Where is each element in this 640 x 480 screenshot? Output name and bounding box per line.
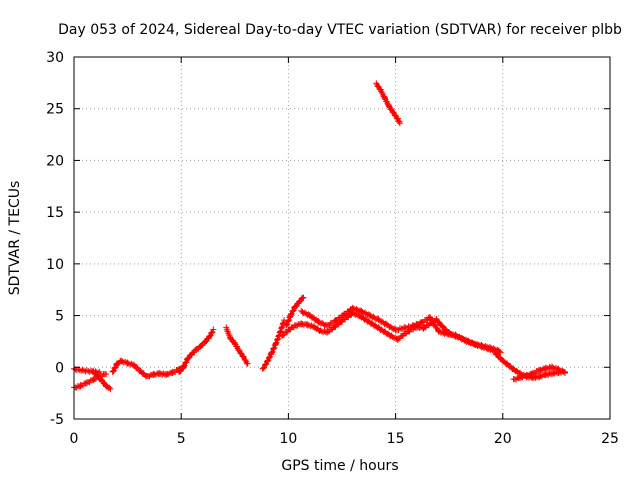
data-point [210,326,217,333]
data-point [182,360,189,367]
data-point [556,366,563,373]
data-point [389,333,396,340]
data-point [270,346,277,353]
data-point [266,354,273,361]
data-point [560,368,567,375]
series-arc-9 [298,304,502,354]
data-point [286,314,293,321]
data-point [271,344,278,351]
y-tick-label: 10 [46,257,64,273]
data-point [558,368,565,375]
x-tick-label: 10 [279,431,297,447]
data-point [545,365,552,372]
data-point [289,307,296,314]
data-point [112,364,119,371]
data-point [180,363,187,370]
axis-ticks: 0 5 10 15 20 25 -5 0 5 10 15 20 25 30 [46,50,619,447]
y-tick-label: 30 [46,50,64,66]
data-point [111,365,118,372]
data-point [180,363,187,370]
data-point [268,350,275,357]
y-tick-label: 15 [46,205,64,221]
series-arc-4 [176,326,217,375]
x-tick-label: 0 [70,431,79,447]
data-point [391,325,398,332]
data-points [71,80,568,393]
data-point [208,329,215,336]
x-axis-label: GPS time / hours [281,458,398,474]
data-point [244,360,251,367]
series-arc-12 [373,80,403,127]
series-arc-6 [259,317,288,372]
data-point [288,311,295,318]
data-point [283,322,290,329]
y-tick-label: -5 [50,412,64,428]
data-point [264,357,271,364]
series-arc-3 [109,357,187,380]
data-point [206,333,213,340]
data-point [268,349,275,356]
data-point [182,359,189,366]
data-point [287,311,294,318]
series-arc-2 [90,367,114,393]
data-point [284,318,291,325]
data-point [265,354,272,361]
data-point [106,384,113,391]
x-tick-label: 5 [177,431,186,447]
series-arc-5 [223,324,251,367]
data-point [109,368,116,375]
data-point [270,345,277,352]
x-tick-label: 15 [387,431,405,447]
data-point [289,308,296,315]
plot-frame [73,56,611,420]
data-point [152,371,159,378]
data-point [103,371,110,378]
series-arc-7 [283,294,307,329]
data-point [285,317,292,324]
x-tick-label: 25 [601,431,619,447]
y-axis-label: SDTVAR / TECUs [7,181,23,296]
data-point [263,358,270,365]
data-point [269,348,276,355]
data-point [561,370,568,377]
data-point [545,371,552,378]
data-point [259,365,266,372]
data-point [300,294,307,301]
y-tick-label: 25 [46,102,64,118]
data-point [283,321,290,328]
chart-title: Day 053 of 2024, Sidereal Day-to-day VTE… [58,22,622,38]
y-tick-label: 0 [55,360,64,376]
data-point [396,120,403,127]
x-tick-label: 20 [494,431,512,447]
data-point [262,361,269,368]
data-point [107,386,114,393]
y-tick-label: 5 [55,309,64,325]
data-point [260,365,267,372]
series-arc-11 [510,363,568,383]
data-point [208,330,215,337]
data-point [261,362,268,369]
data-point [206,333,213,340]
data-point [110,368,117,375]
y-tick-label: 20 [46,153,64,169]
